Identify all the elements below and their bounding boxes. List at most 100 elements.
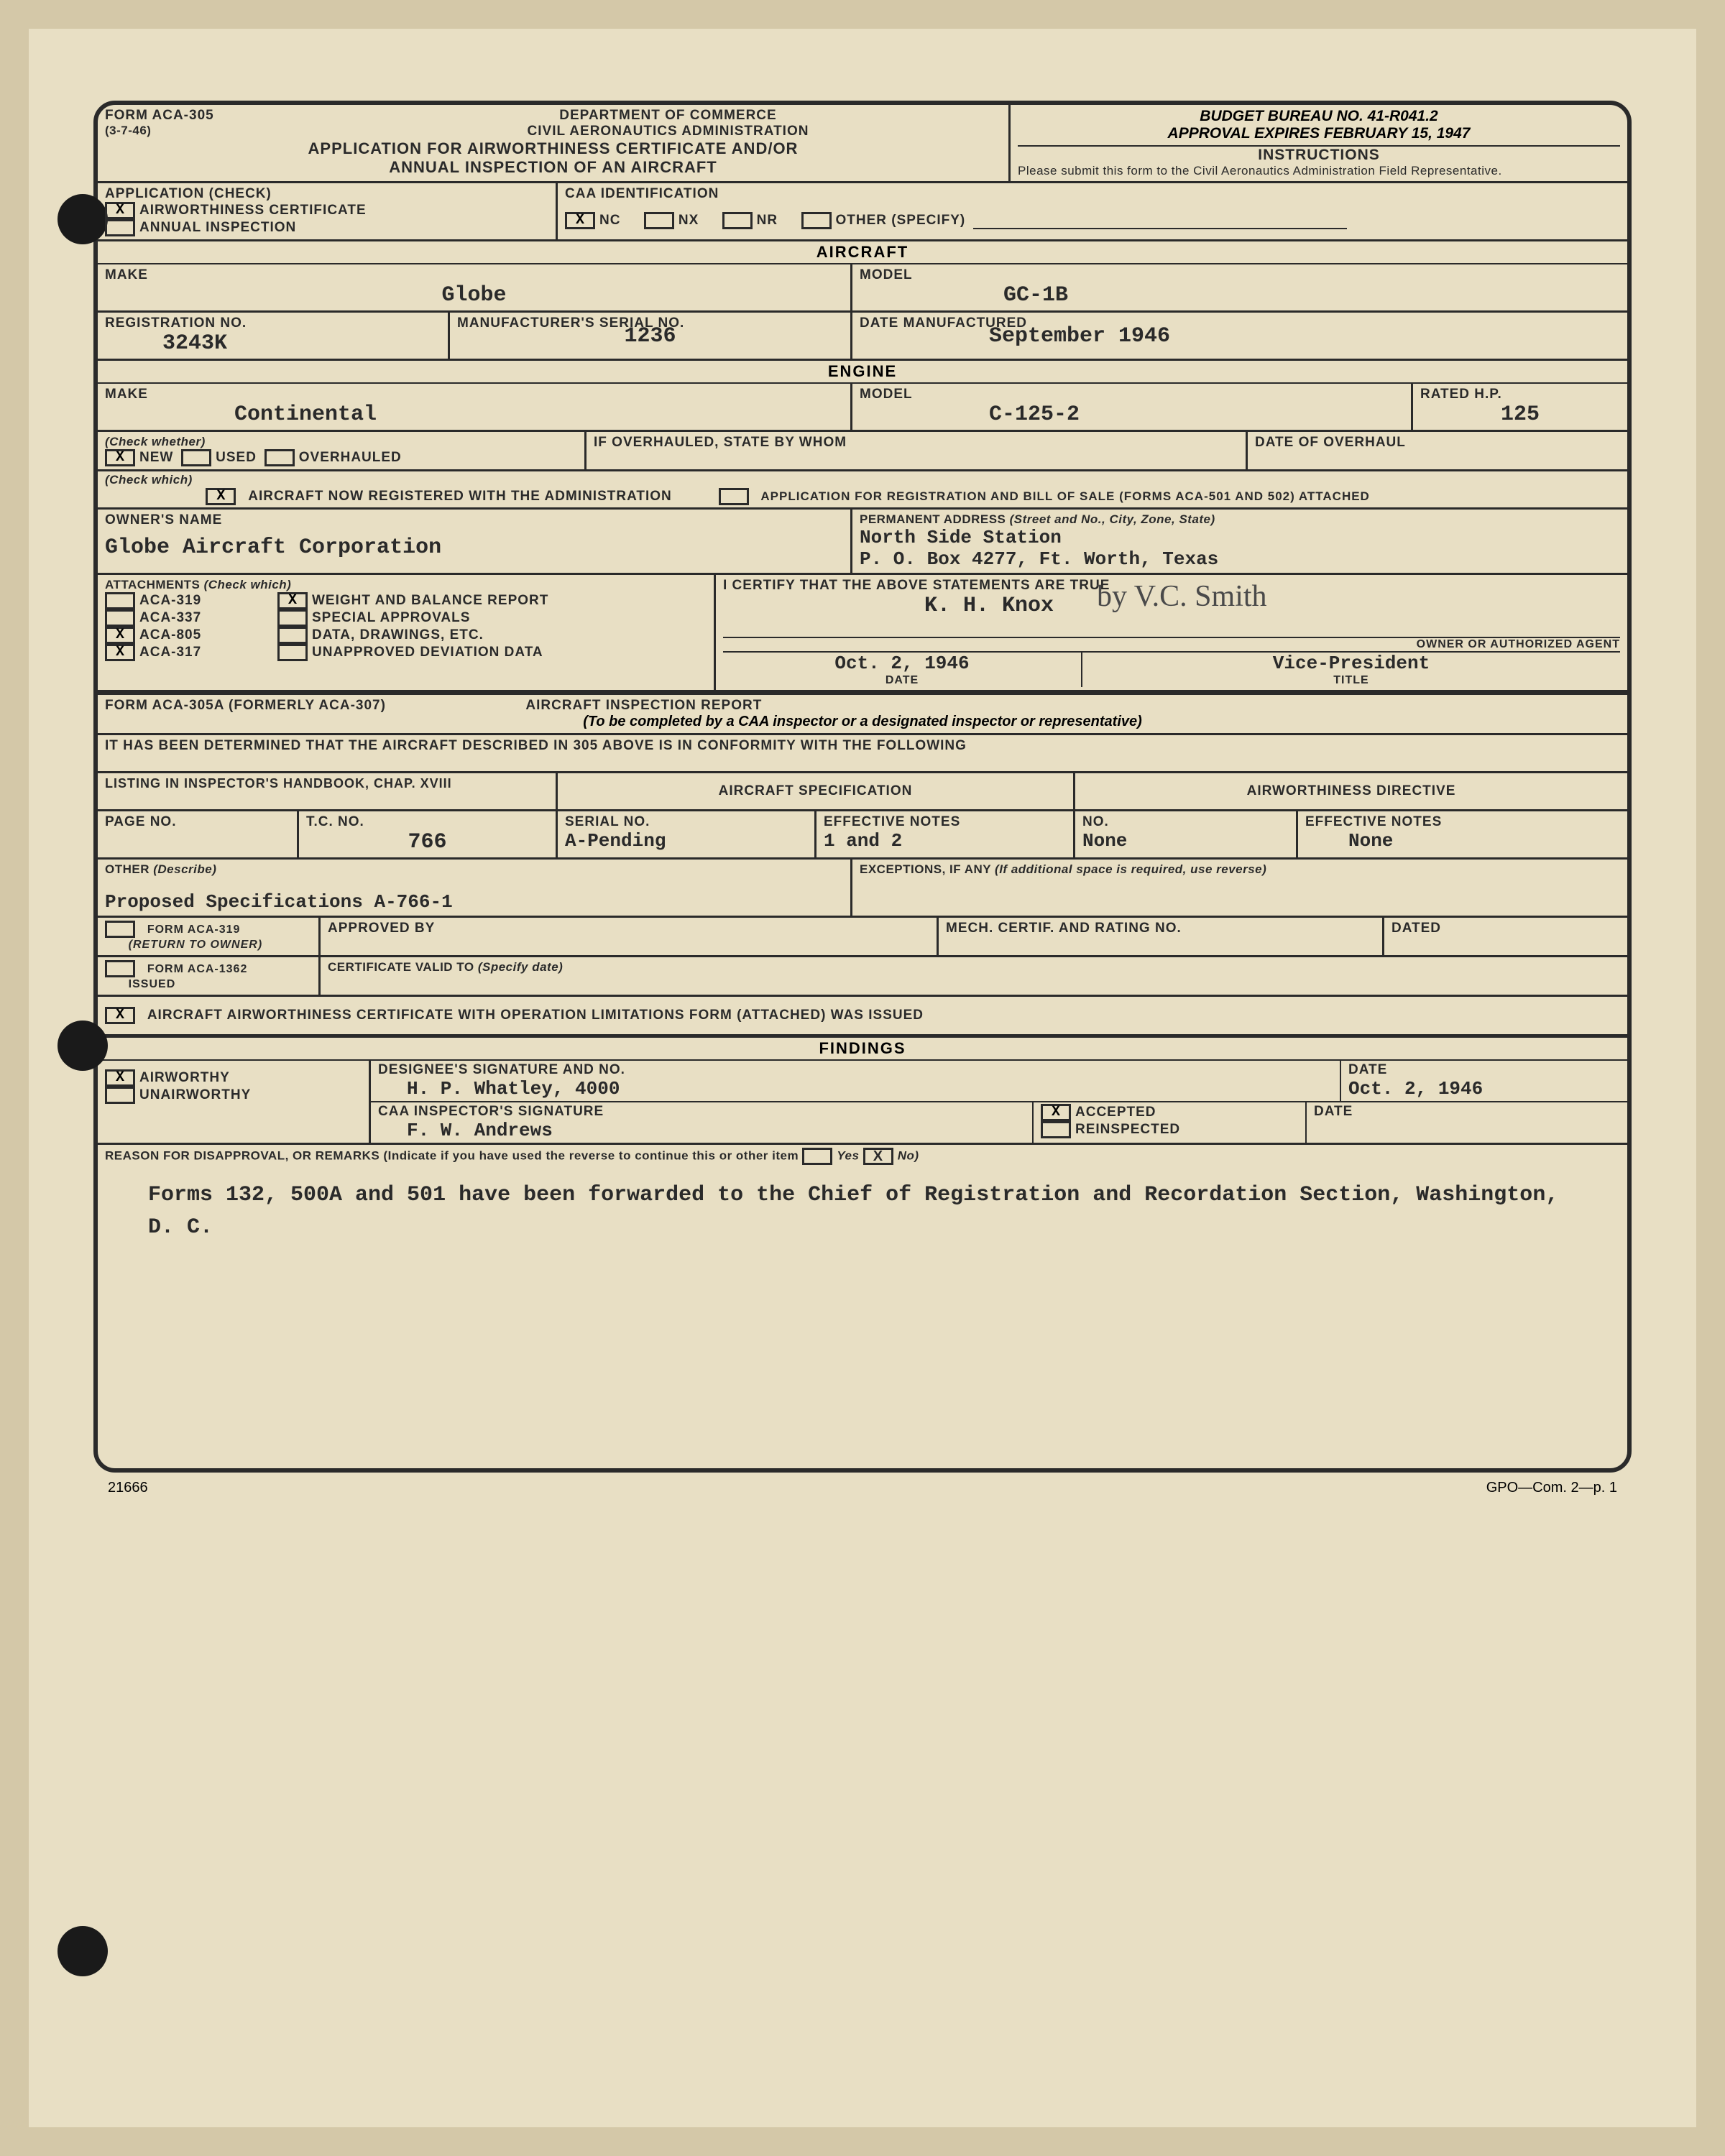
spec-label: AIRCRAFT SPECIFICATION bbox=[558, 773, 1075, 809]
owner-addr-label: PERMANENT ADDRESS (Street and No., City,… bbox=[860, 512, 1620, 527]
checkbox-special[interactable] bbox=[277, 609, 308, 627]
page-footer: 21666 GPO—Com. 2—p. 1 bbox=[93, 1473, 1632, 1503]
owner-name-label: OWNER'S NAME bbox=[105, 512, 843, 528]
findings-section-title: FINDINGS bbox=[98, 1036, 1627, 1059]
cert-issued-label: AIRCRAFT AIRWORTHINESS CERTIFICATE WITH … bbox=[147, 1008, 924, 1023]
caa-insp: F. W. Andrews bbox=[378, 1120, 1025, 1141]
checkbox-aca317[interactable] bbox=[105, 644, 135, 661]
checkbox-nc[interactable] bbox=[565, 212, 595, 229]
approval-expires: APPROVAL EXPIRES FEBRUARY 15, 1947 bbox=[1018, 125, 1620, 142]
check-which: (Check which) bbox=[105, 473, 193, 487]
checkbox-weight[interactable] bbox=[277, 592, 308, 609]
checkbox-aca319[interactable] bbox=[105, 592, 135, 609]
make-label: MAKE bbox=[105, 267, 843, 283]
footer-right: GPO—Com. 2—p. 1 bbox=[1486, 1480, 1617, 1496]
notes: 1 and 2 bbox=[824, 830, 1066, 852]
other-label: OTHER (Describe) bbox=[105, 862, 843, 877]
hp-label: RATED H.P. bbox=[1420, 387, 1620, 402]
checkbox-yes[interactable] bbox=[802, 1148, 832, 1165]
owner-name: Globe Aircraft Corporation bbox=[105, 535, 843, 560]
checkbox-new[interactable] bbox=[105, 449, 135, 466]
inspection-title: AIRCRAFT INSPECTION REPORT bbox=[525, 698, 762, 713]
checkbox-airworthy[interactable] bbox=[105, 1069, 135, 1087]
tc-no: 766 bbox=[306, 830, 548, 854]
cert-date-label: DATE bbox=[723, 674, 1081, 687]
app-reg-label: APPLICATION FOR REGISTRATION AND BILL OF… bbox=[760, 489, 1369, 503]
insp-serial-label: SERIAL NO. bbox=[565, 814, 807, 830]
checkbox-airworthiness[interactable] bbox=[105, 202, 135, 219]
caa-id-label: CAA IDENTIFICATION bbox=[565, 186, 1620, 202]
checkbox-reinspected[interactable] bbox=[1041, 1121, 1071, 1138]
punch-hole bbox=[58, 1926, 108, 1976]
checkbox-app-reg[interactable] bbox=[719, 488, 749, 505]
reg-label: REGISTRATION NO. bbox=[105, 315, 441, 331]
checkbox-no[interactable] bbox=[863, 1148, 893, 1165]
dir-no-label: NO. bbox=[1082, 814, 1289, 830]
form-305a: FORM ACA-305a (FORMERLY ACA-307) bbox=[105, 698, 386, 713]
exceptions-label: EXCEPTIONS, IF ANY (If additional space … bbox=[860, 862, 1620, 877]
checkbox-form319[interactable] bbox=[105, 921, 135, 938]
checkbox-nx[interactable] bbox=[644, 212, 674, 229]
findings-date-label: DATE bbox=[1348, 1062, 1620, 1078]
reason-label: REASON FOR DISAPPROVAL, OR REMARKS (Indi… bbox=[105, 1148, 1620, 1165]
form-title-2: ANNUAL INSPECTION OF AN AIRCRAFT bbox=[105, 158, 1001, 177]
page-no-label: PAGE NO. bbox=[105, 814, 290, 830]
dept: DEPARTMENT OF COMMERCE bbox=[335, 108, 1001, 124]
dir-notes-label: EFFECTIVE NOTES bbox=[1305, 814, 1620, 830]
hp: 125 bbox=[1420, 402, 1620, 427]
aircraft-make: Globe bbox=[105, 283, 843, 308]
engine-make-label: MAKE bbox=[105, 387, 843, 402]
checkbox-nr[interactable] bbox=[722, 212, 753, 229]
form-number: FORM ACA-305 bbox=[105, 108, 335, 124]
overhaul-by-label: IF OVERHAULED, STATE BY WHOM bbox=[594, 435, 1238, 451]
footer-left: 21666 bbox=[108, 1480, 148, 1496]
remarks: Forms 132, 500A and 501 have been forwar… bbox=[105, 1179, 1620, 1244]
checkbox-data[interactable] bbox=[277, 627, 308, 644]
designee-label: DESIGNEE'S SIGNATURE AND NO. bbox=[378, 1062, 1333, 1078]
signature-name: K. H. Knox bbox=[924, 594, 1054, 618]
checkbox-deviation[interactable] bbox=[277, 644, 308, 661]
tc-no-label: T.C. NO. bbox=[306, 814, 548, 830]
checkbox-aca805[interactable] bbox=[105, 627, 135, 644]
budget-no: BUDGET BUREAU NO. 41-R041.2 bbox=[1018, 108, 1620, 125]
application-label: APPLICATION (Check) bbox=[105, 186, 548, 202]
instructions-title: INSTRUCTIONS bbox=[1018, 147, 1620, 164]
findings-date2-label: DATE bbox=[1314, 1104, 1620, 1120]
checkbox-overhauled[interactable] bbox=[264, 449, 295, 466]
findings-date: Oct. 2, 1946 bbox=[1348, 1078, 1620, 1100]
dir-no: None bbox=[1082, 830, 1289, 852]
form-title-1: APPLICATION FOR AIRWORTHINESS CERTIFICAT… bbox=[105, 139, 1001, 158]
owner-addr2: P. O. Box 4277, Ft. Worth, Texas bbox=[860, 548, 1620, 570]
checkbox-form1362[interactable] bbox=[105, 960, 135, 977]
inspection-subtitle: (To be completed by a CAA inspector or a… bbox=[105, 714, 1620, 730]
attachments-label: ATTACHMENTS (Check which) bbox=[105, 578, 707, 592]
engine-model-label: MODEL bbox=[860, 387, 1404, 402]
admin: CIVIL AERONAUTICS ADMINISTRATION bbox=[335, 124, 1001, 139]
caa-insp-label: CAA INSPECTOR'S SIGNATURE bbox=[378, 1104, 1025, 1120]
checkbox-registered[interactable] bbox=[206, 488, 236, 505]
instructions-text: Please submit this form to the Civil Aer… bbox=[1018, 164, 1620, 178]
cert-title: Vice-President bbox=[1082, 653, 1620, 674]
owner-agent-label: OWNER OR AUTHORIZED AGENT bbox=[723, 637, 1620, 651]
cert-date: Oct. 2, 1946 bbox=[723, 653, 1081, 674]
mech-label: MECH. CERTIF. AND RATING NO. bbox=[946, 921, 1375, 936]
designee: H. P. Whatley, 4000 bbox=[378, 1078, 1333, 1100]
owner-addr1: North Side Station bbox=[860, 527, 1620, 548]
checkbox-accepted[interactable] bbox=[1041, 1104, 1071, 1121]
checkbox-cert-issued[interactable] bbox=[105, 1007, 135, 1024]
checkbox-unairworthy[interactable] bbox=[105, 1087, 135, 1104]
form-container: FORM ACA-305 (3-7-46) DEPARTMENT OF COMM… bbox=[93, 101, 1632, 1473]
checkbox-used[interactable] bbox=[181, 449, 211, 466]
checkbox-annual[interactable] bbox=[105, 219, 135, 236]
checkbox-other[interactable] bbox=[801, 212, 832, 229]
determined-label: IT HAS BEEN DETERMINED THAT THE AIRCRAFT… bbox=[98, 735, 1627, 771]
reg-no: 3243K bbox=[105, 331, 441, 356]
notes-label: EFFECTIVE NOTES bbox=[824, 814, 1066, 830]
directive-label: AIRWORTHINESS DIRECTIVE bbox=[1075, 773, 1627, 809]
overhaul-date-label: DATE OF OVERHAUL bbox=[1255, 435, 1620, 451]
checkbox-aca337[interactable] bbox=[105, 609, 135, 627]
page: FORM ACA-305 (3-7-46) DEPARTMENT OF COMM… bbox=[29, 29, 1696, 2127]
registered-label: AIRCRAFT NOW REGISTERED WITH THE ADMINIS… bbox=[248, 489, 672, 504]
engine-section-title: ENGINE bbox=[98, 361, 1627, 382]
approved-by-label: APPROVED BY bbox=[328, 921, 929, 936]
